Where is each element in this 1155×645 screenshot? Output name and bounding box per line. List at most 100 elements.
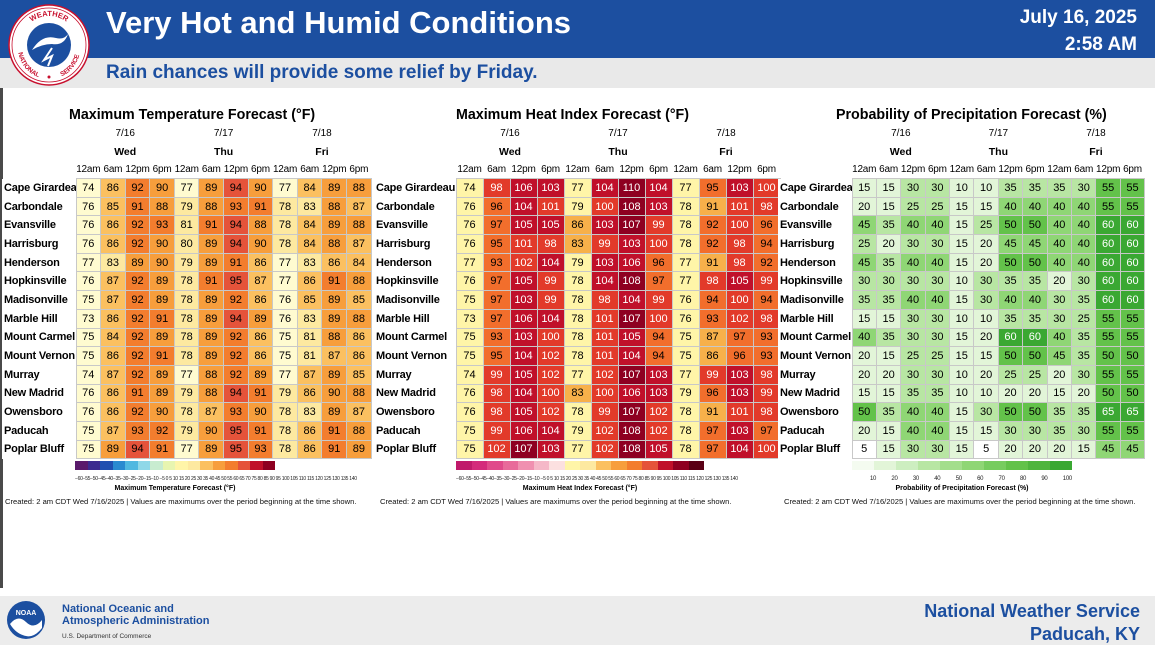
- forecast-cell: 99: [590, 234, 619, 254]
- table-row: Owensboro 76 86 92 90 78 87 93 90 78 83 89 87: [2, 402, 372, 422]
- colorbar-segment: [250, 461, 263, 470]
- forecast-cell: 78: [671, 402, 700, 422]
- forecast-cell: 95: [482, 346, 511, 366]
- forecast-cell: 79: [272, 383, 298, 404]
- forecast-cell: 15: [949, 234, 975, 254]
- table-row: Paducah 75 87 93 92 79 90 95 91 78 86 91 88: [2, 420, 372, 441]
- forecast-cell: 91: [149, 346, 175, 366]
- forecast-cell: 97: [698, 420, 727, 441]
- forecast-cell: 75: [671, 346, 700, 366]
- forecast-cell: 77: [173, 439, 200, 460]
- forecast-cell: 94: [698, 290, 727, 310]
- forecast-cell: 104: [725, 439, 754, 460]
- forecast-cell: 55: [1095, 420, 1121, 441]
- forecast-cell: 92: [124, 271, 151, 292]
- city-name: Mount Carmel: [374, 328, 456, 347]
- panel-title-temp: Maximum Temperature Forecast (°F): [69, 106, 316, 123]
- forecast-cell: 96: [482, 196, 511, 217]
- noaa-name: National Oceanic and Atmospheric Adminis…: [62, 603, 210, 627]
- forecast-cell: 97: [482, 290, 511, 310]
- forecast-cell: 76: [75, 215, 102, 236]
- forecast-cell: 30: [973, 290, 999, 310]
- forecast-cell: 75: [272, 346, 298, 366]
- forecast-cell: 20: [1046, 271, 1073, 292]
- colorbar-tick: 90: [1041, 476, 1048, 482]
- forecast-cell: 50: [1095, 383, 1121, 404]
- forecast-cell: 99: [482, 420, 511, 441]
- forecast-cell: 87: [247, 271, 274, 292]
- forecast-cell: 65: [1095, 402, 1121, 422]
- forecast-cell: 83: [563, 234, 592, 254]
- forecast-cell: 15: [949, 402, 975, 422]
- forecast-cell: 92: [124, 364, 151, 385]
- forecast-cell: 92: [698, 234, 727, 254]
- forecast-cell: 101: [725, 196, 754, 217]
- day-weekday: Fri: [1089, 146, 1103, 158]
- forecast-cell: 98: [725, 234, 754, 254]
- forecast-cell: 89: [247, 308, 274, 329]
- forecast-cell: 99: [644, 215, 673, 236]
- colorbar-segment: [162, 461, 175, 470]
- forecast-cell: 45: [1095, 439, 1121, 460]
- forecast-cell: 84: [296, 178, 323, 198]
- forecast-cell: 15: [851, 383, 877, 404]
- forecast-cell: 89: [321, 402, 348, 422]
- forecast-cell: 85: [296, 290, 323, 310]
- forecast-cell: 87: [346, 234, 372, 254]
- forecast-cell: 91: [247, 420, 274, 441]
- forecast-cell: 98: [752, 196, 781, 217]
- forecast-cell: 55: [1095, 327, 1121, 348]
- forecast-cell: 20: [851, 346, 877, 366]
- hour-label: 6pm: [349, 164, 369, 175]
- day-header-temp: 7/17 Thu: [174, 128, 272, 158]
- forecast-cell: 20: [973, 252, 999, 273]
- forecast-cell: 99: [590, 402, 619, 422]
- forecast-cell: 60: [1095, 252, 1121, 273]
- forecast-cell: 87: [100, 420, 126, 441]
- forecast-cell: 88: [346, 420, 372, 441]
- forecast-cell: 101: [590, 327, 619, 348]
- forecast-cell: 94: [752, 290, 781, 310]
- forecast-cell: 30: [973, 271, 999, 292]
- day-date: 7/16: [500, 128, 520, 139]
- forecast-cell: 35: [1022, 178, 1048, 198]
- forecast-cell: 100: [644, 308, 673, 329]
- colorbar-temp: [75, 461, 275, 470]
- forecast-cell: 91: [223, 252, 249, 273]
- forecast-cell: 104: [590, 271, 619, 292]
- table-row: Mount Vernon 20 15 25 25 15 15 50 50 45 35 50 50: [778, 346, 1146, 366]
- forecast-cell: 86: [100, 402, 126, 422]
- forecast-cell: 97: [482, 271, 511, 292]
- colorbar-segment: [125, 461, 138, 470]
- table-row: Hopkinsville 30 30 30 30 10 30 35 35 20 30 60 60: [778, 271, 1146, 292]
- forecast-cell: 89: [198, 439, 225, 460]
- forecast-cell: 86: [100, 215, 126, 236]
- hour-label: 6pm: [1123, 164, 1142, 175]
- forecast-cell: 92: [698, 215, 727, 236]
- forecast-cell: 91: [321, 271, 348, 292]
- forecast-cell: 35: [997, 271, 1024, 292]
- forecast-cell: 10: [949, 383, 975, 404]
- colorbar-segment: [487, 461, 503, 470]
- forecast-cell: 10: [973, 383, 999, 404]
- forecast-cell: 96: [644, 252, 673, 273]
- table-row: Murray 74 99 105 102 77 102 107 103 77 99 103 98: [374, 364, 781, 385]
- forecast-cell: 104: [509, 383, 538, 404]
- colorbar-segment: [595, 461, 611, 470]
- forecast-cell: 104: [590, 178, 619, 198]
- city-name: Harrisburg: [2, 234, 76, 254]
- forecast-cell: 15: [875, 196, 902, 217]
- forecast-cell: 60: [1119, 271, 1146, 292]
- forecast-cell: 20: [851, 420, 877, 441]
- forecast-cell: 20: [851, 196, 877, 217]
- table-row: Madisonville 75 87 92 89 78 89 92 86 76 85 89 85: [2, 290, 372, 310]
- forecast-cell: 105: [509, 215, 538, 236]
- forecast-cell: 15: [949, 196, 975, 217]
- forecast-cell: 20: [851, 364, 877, 385]
- hour-label: 6pm: [152, 164, 172, 175]
- forecast-cell: 86: [100, 308, 126, 329]
- city-name: Hopkinsville: [2, 271, 76, 291]
- day-header-pop: 7/16 Wed: [852, 128, 950, 158]
- city-name: Carbondale: [2, 197, 76, 216]
- forecast-cell: 88: [321, 196, 348, 217]
